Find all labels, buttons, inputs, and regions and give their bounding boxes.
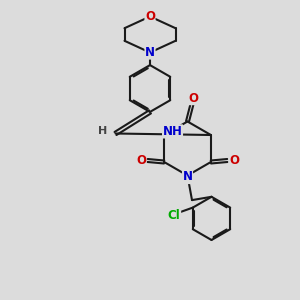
Text: N: N: [182, 170, 193, 184]
Text: O: O: [229, 154, 239, 167]
Text: NH: NH: [163, 125, 182, 138]
Text: H: H: [98, 126, 107, 136]
Text: O: O: [145, 10, 155, 23]
Text: N: N: [145, 46, 155, 59]
Text: O: O: [136, 154, 146, 167]
Text: Cl: Cl: [168, 208, 181, 222]
Text: O: O: [188, 92, 199, 105]
